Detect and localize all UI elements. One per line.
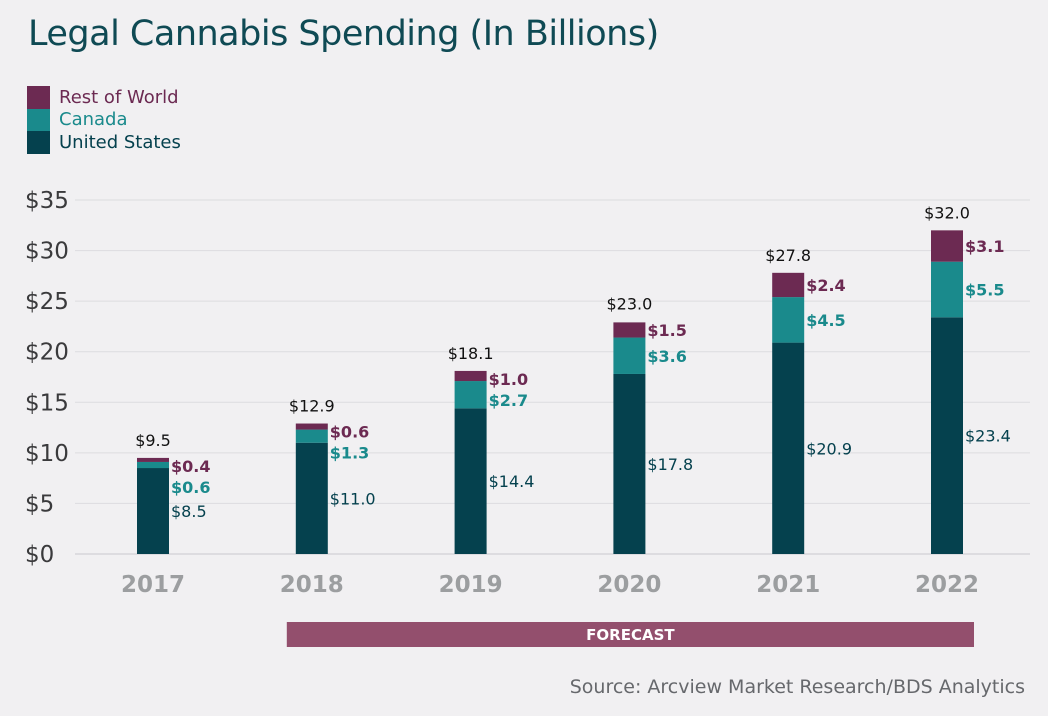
total-label-2022: $32.0 xyxy=(924,203,970,222)
data-label-2018-rest-of-world: $0.6 xyxy=(330,423,369,442)
data-label-2020-rest-of-world: $1.5 xyxy=(647,321,686,340)
y-tick-label-0: $0 xyxy=(25,542,54,568)
legend-label-rest-of-world: Rest of World xyxy=(59,86,179,108)
data-label-2020-united-states: $17.8 xyxy=(647,455,693,474)
total-label-2020: $23.0 xyxy=(606,294,652,313)
bar-2019-rest-of-world xyxy=(454,370,487,382)
bar-2018-united-states xyxy=(295,442,328,554)
bar-2019-united-states xyxy=(454,408,487,554)
y-tick-label-5: $5 xyxy=(25,491,54,517)
legend-swatch-canada xyxy=(27,108,50,131)
x-tick-label-2020: 2020 xyxy=(597,572,661,598)
total-label-2018: $12.9 xyxy=(289,397,335,416)
bar-2020-united-states xyxy=(613,373,646,554)
bar-2022-united-states xyxy=(931,317,963,554)
data-label-2018-canada: $1.3 xyxy=(330,444,369,463)
bar-2022-rest-of-world xyxy=(931,230,963,262)
data-label-2021-canada: $4.5 xyxy=(806,311,845,330)
data-label-2017-united-states: $8.5 xyxy=(171,502,207,521)
legend-label-canada: Canada xyxy=(59,109,128,131)
data-label-2017-rest-of-world: $0.4 xyxy=(171,457,210,476)
source-note: Source: Arcview Market Research/BDS Anal… xyxy=(569,676,1025,698)
bar-2018-rest-of-world xyxy=(295,423,328,430)
bar-2021-united-states xyxy=(772,342,805,554)
x-tick-label-2017: 2017 xyxy=(121,572,185,598)
data-label-2017-canada: $0.6 xyxy=(171,478,210,497)
legend-item-rest-of-world: Rest of World xyxy=(27,86,181,109)
bar-2020-canada xyxy=(613,337,646,374)
bar-2019-canada xyxy=(454,381,487,409)
data-label-2022-united-states: $23.4 xyxy=(965,427,1011,446)
bar-2017-united-states xyxy=(137,468,169,554)
legend-label-united-states: United States xyxy=(59,131,181,153)
y-tick-label-15: $15 xyxy=(25,390,69,416)
data-label-2022-canada: $5.5 xyxy=(965,281,1004,300)
forecast-label: FORECAST xyxy=(586,626,675,644)
chart-legend: Rest of World Canada United States xyxy=(27,86,181,154)
data-label-2019-united-states: $14.4 xyxy=(489,472,535,491)
bar-2017-canada xyxy=(137,461,169,469)
legend-swatch-rest-of-world xyxy=(27,86,50,109)
total-label-2021: $27.8 xyxy=(765,246,811,265)
bar-2018-canada xyxy=(295,429,328,443)
data-label-2021-rest-of-world: $2.4 xyxy=(806,276,845,295)
bar-2020-rest-of-world xyxy=(613,322,646,338)
bar-2021-rest-of-world xyxy=(772,272,805,298)
data-label-2022-rest-of-world: $3.1 xyxy=(965,237,1004,256)
x-tick-label-2021: 2021 xyxy=(756,572,820,598)
total-label-2019: $18.1 xyxy=(448,344,494,363)
legend-swatch-united-states xyxy=(27,131,50,154)
legend-item-canada: Canada xyxy=(27,108,181,131)
x-tick-label-2019: 2019 xyxy=(439,572,503,598)
y-tick-label-35: $35 xyxy=(25,188,69,214)
data-label-2019-canada: $2.7 xyxy=(489,391,528,410)
forecast-band xyxy=(286,622,974,647)
bar-2022-canada xyxy=(931,261,963,318)
bar-2017-rest-of-world xyxy=(137,457,169,462)
x-tick-label-2022: 2022 xyxy=(915,572,979,598)
data-label-2018-united-states: $11.0 xyxy=(330,489,376,508)
x-tick-label-2018: 2018 xyxy=(280,572,344,598)
y-tick-label-30: $30 xyxy=(25,239,69,265)
total-label-2017: $9.5 xyxy=(135,431,171,450)
y-tick-label-20: $20 xyxy=(25,340,69,366)
data-label-2019-rest-of-world: $1.0 xyxy=(489,370,528,389)
chart-title: Legal Cannabis Spending (In Billions) xyxy=(28,14,659,54)
y-tick-label-10: $10 xyxy=(25,441,69,467)
data-label-2021-united-states: $20.9 xyxy=(806,439,852,458)
data-label-2020-canada: $3.6 xyxy=(647,347,686,366)
bar-2021-canada xyxy=(772,297,805,343)
y-tick-label-25: $25 xyxy=(25,289,69,315)
legend-item-united-states: United States xyxy=(27,131,181,154)
